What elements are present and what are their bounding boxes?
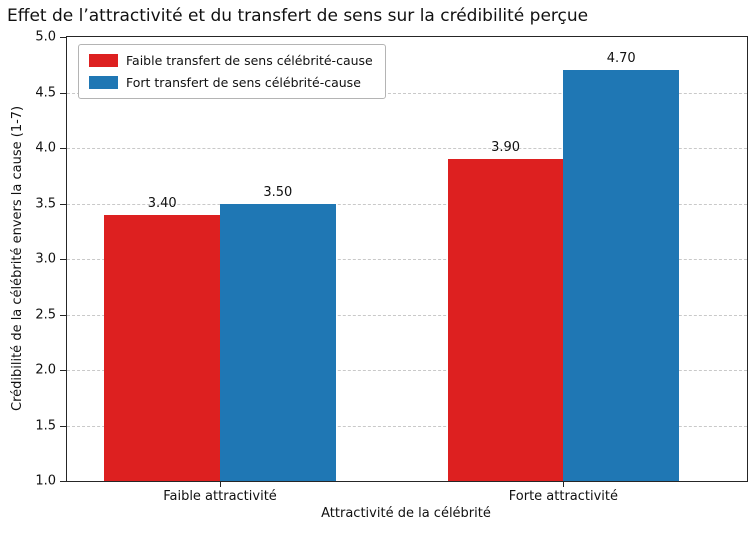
y-tick-mark <box>60 203 66 205</box>
bar-blue-group2 <box>563 70 679 481</box>
gridline <box>67 203 747 205</box>
chart-title: Effet de l’attractivité et du transfert … <box>7 6 589 26</box>
legend: Faible transfert de sens célébrité-cause… <box>78 44 386 99</box>
y-tick-mark <box>60 314 66 316</box>
legend-swatch-red <box>89 54 118 67</box>
legend-label-faible-transfert: Faible transfert de sens célébrité-cause <box>126 53 373 68</box>
x-axis-label: Attractivité de la célébrité <box>321 506 491 521</box>
x-tick-label: Forte attractivité <box>508 489 619 504</box>
x-tick-mark <box>563 481 565 487</box>
y-tick-label: 1.5 <box>35 418 56 433</box>
y-tick-label: 3.0 <box>35 251 56 267</box>
gridline <box>67 425 747 427</box>
gridline <box>67 92 747 94</box>
y-tick-label: 2.0 <box>35 362 56 378</box>
gridline <box>67 259 747 260</box>
x-tick-label: Faible attractivité <box>163 489 277 504</box>
gridline <box>67 148 747 149</box>
legend-item-faible-transfert: Faible transfert de sens célébrité-cause <box>89 53 373 68</box>
y-tick-label: 5.0 <box>35 29 56 45</box>
y-tick-mark <box>60 148 66 149</box>
x-tick-mark <box>220 481 221 487</box>
y-tick-label: 4.0 <box>35 140 56 156</box>
y-axis-label: Crédibilité de la célébrité envers la ca… <box>10 105 25 411</box>
y-tick-mark <box>60 370 66 371</box>
y-tick-label: 3.5 <box>35 196 56 211</box>
bar-value-label: 3.90 <box>491 140 521 156</box>
bar-red-group1 <box>104 214 220 481</box>
legend-swatch-blue <box>89 76 118 89</box>
y-tick-mark <box>60 37 66 38</box>
plot-area: Faible transfert de sens célébrité-cause… <box>35 30 748 504</box>
gridline <box>67 370 747 371</box>
y-tick-label: 2.5 <box>35 307 56 322</box>
y-tick-mark <box>60 481 66 482</box>
y-tick-label: 1.0 <box>35 473 56 489</box>
legend-label-fort-transfert: Fort transfert de sens célébrité-cause <box>126 75 361 90</box>
bar-blue-group1 <box>220 203 336 481</box>
y-tick-mark <box>60 259 66 260</box>
bar-red-group2 <box>447 159 564 481</box>
y-tick-mark <box>60 92 66 94</box>
y-tick-label: 4.5 <box>35 85 56 100</box>
y-tick-mark <box>60 425 66 427</box>
bar-value-label: 3.50 <box>263 184 293 200</box>
bar-value-label: 4.70 <box>606 51 636 67</box>
gridline <box>67 314 747 316</box>
bar-value-label: 3.40 <box>147 195 177 211</box>
legend-item-fort-transfert: Fort transfert de sens célébrité-cause <box>89 75 373 90</box>
